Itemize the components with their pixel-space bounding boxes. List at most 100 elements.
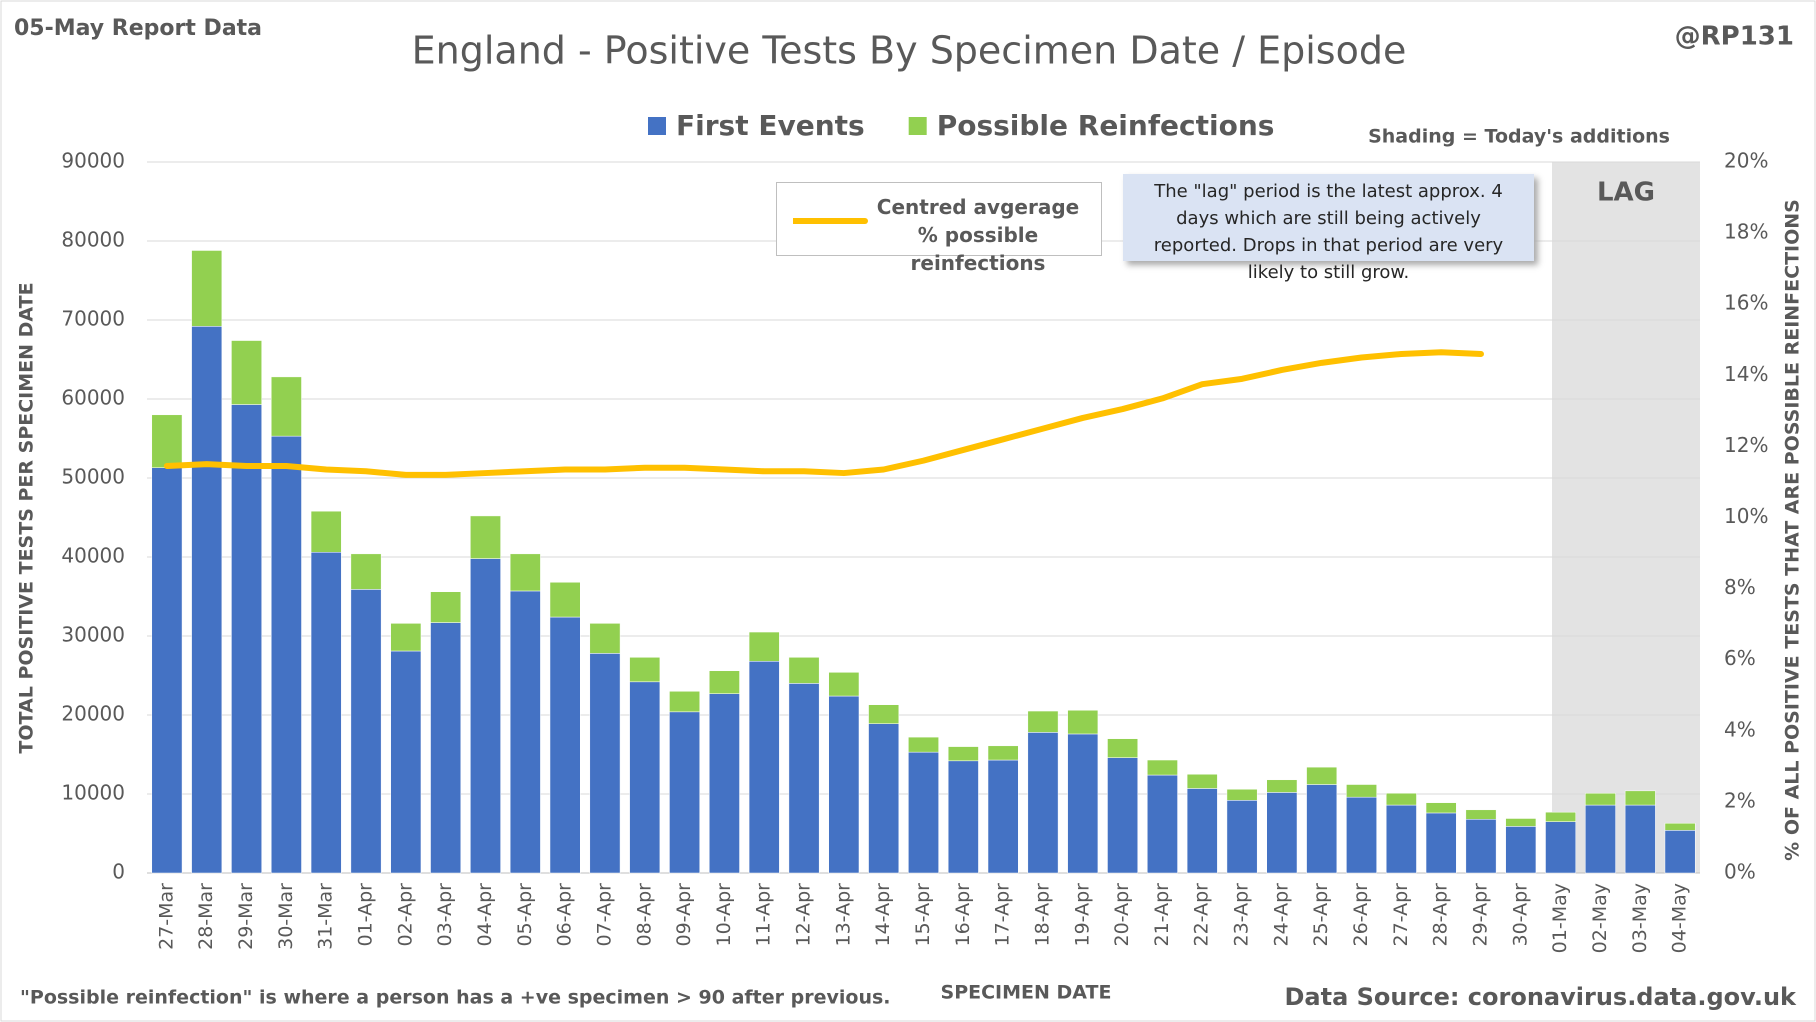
- y2-tick-label: 0%: [1724, 860, 1756, 884]
- bar-segment: [709, 670, 740, 694]
- bar-segment: [788, 683, 820, 874]
- bar-segment: [231, 340, 262, 405]
- legend-label: First Events: [676, 109, 865, 142]
- bar-segment: [310, 510, 342, 553]
- x-tick-label: 14-Apr: [872, 883, 894, 947]
- bar-segment: [151, 414, 183, 468]
- x-tick-label: 21-Apr: [1151, 883, 1173, 947]
- x-tick-label: 03-May: [1629, 883, 1651, 953]
- bar-segment: [270, 376, 302, 437]
- x-tick-label: 02-May: [1589, 883, 1611, 953]
- x-axis-label: SPECIMEN DATE: [941, 982, 1112, 1004]
- y2-axis-label: % OF ALL POSITIVE TESTS THAT ARE POSSIBL…: [1782, 199, 1804, 861]
- bar-segment: [908, 751, 939, 874]
- bar-segment: [1664, 830, 1696, 874]
- bar-segment: [1425, 802, 1457, 814]
- x-tick-label: 15-Apr: [912, 883, 934, 947]
- x-tick-label: 24-Apr: [1270, 883, 1292, 947]
- lag-label: LAG: [1597, 178, 1655, 208]
- bar-segment: [231, 404, 262, 874]
- bar-segment: [1425, 812, 1457, 874]
- bar-segment: [350, 553, 382, 590]
- bar-segment: [549, 582, 581, 618]
- x-tick-label: 25-Apr: [1310, 883, 1332, 947]
- bar-segment: [1107, 757, 1138, 874]
- bar-segment: [947, 760, 979, 874]
- bar-segment: [470, 558, 501, 874]
- x-tick-label: 26-Apr: [1350, 883, 1372, 947]
- bar-segment: [430, 591, 462, 623]
- y-tick-label: 70000: [61, 307, 125, 331]
- bar-segment: [1147, 774, 1178, 874]
- x-tick-label: 04-May: [1669, 883, 1691, 953]
- bar-segment: [1266, 779, 1298, 793]
- bar-segment: [589, 653, 621, 874]
- x-tick-label: 22-Apr: [1191, 883, 1213, 947]
- bar-segment: [1346, 784, 1377, 798]
- y-tick-label: 40000: [61, 544, 125, 568]
- bar-segment: [589, 623, 621, 654]
- bar-segment: [868, 723, 900, 874]
- line-series: [163, 349, 1484, 478]
- bar-segment: [1585, 804, 1616, 874]
- x-tick-label: 02-Apr: [394, 883, 416, 947]
- bar-segment: [828, 672, 860, 697]
- bar-segment: [669, 711, 700, 874]
- bar-segment: [191, 250, 223, 327]
- line-legend-swatch: [793, 218, 868, 224]
- bar-segment: [788, 657, 820, 684]
- bar-segment: [151, 467, 183, 874]
- bar-segment: [947, 746, 979, 762]
- x-tick-label: 18-Apr: [1031, 883, 1053, 947]
- bar-segment: [509, 553, 541, 592]
- bar-segment: [1027, 710, 1059, 733]
- bar-segment: [1385, 792, 1417, 806]
- x-tick-label: 16-Apr: [952, 883, 974, 947]
- x-tick-label: 13-Apr: [832, 883, 854, 947]
- bar-segment: [1226, 800, 1258, 874]
- x-tick-label: 27-Mar: [155, 883, 177, 950]
- x-tick-label: 29-Apr: [1469, 883, 1491, 947]
- bar-segment: [987, 759, 1019, 874]
- y2-tick-label: 4%: [1724, 717, 1756, 741]
- bar-segment: [390, 623, 422, 652]
- bar-segment: [509, 590, 541, 874]
- y2-tick-label: 8%: [1724, 575, 1756, 599]
- line-legend-text: Centred avgerage % possible reinfections: [876, 195, 1080, 275]
- legend-swatch: [908, 117, 927, 135]
- x-tick-label: 23-Apr: [1231, 883, 1253, 947]
- bar-segment: [1306, 766, 1338, 785]
- bar-segment: [709, 693, 740, 874]
- bar-segment: [1465, 819, 1497, 874]
- x-tick-label: 01-May: [1549, 883, 1571, 953]
- bar-segment: [549, 616, 581, 874]
- y-tick-label: 80000: [61, 228, 125, 252]
- bar-segment: [430, 622, 462, 874]
- bar-segment: [1186, 788, 1218, 874]
- bar-segment: [1107, 738, 1138, 758]
- shading-note: Shading = Today's additions: [1368, 126, 1670, 148]
- x-tick-label: 03-Apr: [434, 883, 456, 947]
- y2-tick-label: 18%: [1724, 220, 1768, 244]
- y-tick-label: 60000: [61, 386, 125, 410]
- x-tick-label: 31-Mar: [315, 883, 337, 950]
- footnote: "Possible reinfection" is where a person…: [20, 987, 891, 1009]
- bar-segment: [350, 589, 382, 874]
- x-tick-label: 12-Apr: [793, 883, 815, 947]
- bar-segment: [1186, 774, 1218, 789]
- line-legend: Centred avgerage % possible reinfections: [776, 182, 1102, 275]
- bar-segment: [1067, 710, 1099, 735]
- x-tick-label: 30-Mar: [275, 883, 297, 950]
- bar-segment: [191, 326, 223, 874]
- bar-segment: [1585, 792, 1616, 806]
- bar-segment: [1545, 811, 1577, 822]
- y2-tick-label: 6%: [1724, 646, 1756, 670]
- y-tick-label: 50000: [61, 465, 125, 489]
- x-tick-label: 05-Apr: [514, 883, 536, 947]
- y2-tick-label: 20%: [1724, 149, 1768, 173]
- bar-segment: [987, 745, 1019, 761]
- chart-title: England - Positive Tests By Specimen Dat…: [412, 29, 1407, 73]
- y-tick-label: 30000: [61, 623, 125, 647]
- x-tick-label: 09-Apr: [673, 883, 695, 947]
